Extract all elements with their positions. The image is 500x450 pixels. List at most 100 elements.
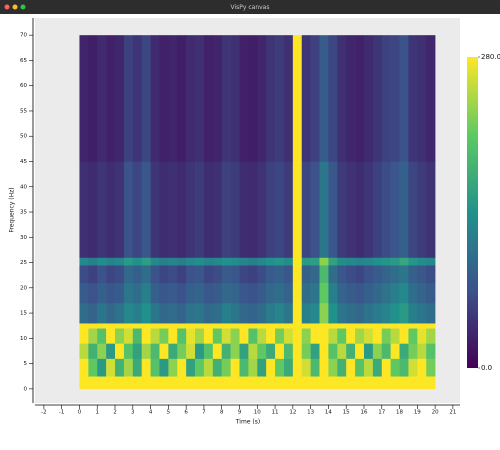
heatmap-cell [79,257,89,266]
heatmap-cell [212,376,223,390]
title-bar [0,0,500,14]
heatmap-cell [319,376,329,390]
heatmap-cell [363,257,374,266]
heatmap-cell [150,343,160,359]
heatmap-cell [97,328,107,344]
heatmap-cell [221,358,231,377]
heatmap-cell [257,323,267,329]
x-tick-label: 3 [131,410,135,416]
heatmap-cell [141,161,151,258]
heatmap-cell [328,161,338,258]
heatmap-cell [239,265,249,284]
heatmap-cell [346,35,356,162]
heatmap-cell [221,265,231,284]
heatmap-cell [230,161,240,258]
heatmap-cell [212,302,223,324]
heatmap-cell [337,161,347,258]
heatmap-cell [372,358,383,377]
heatmap-cell [301,257,311,266]
heatmap-cell [79,161,89,258]
heatmap-cell [132,358,142,377]
heatmap-cell [115,265,125,284]
heatmap-cell [355,161,365,258]
heatmap-cell [363,323,374,329]
heatmap-cell [88,35,98,162]
heatmap-cell [337,323,347,329]
heatmap-cell [115,358,125,377]
heatmap-cell [132,35,142,162]
heatmap-cell [195,343,205,359]
heatmap-cell [390,302,400,324]
heatmap-cell [399,35,409,162]
heatmap-cell [399,323,409,329]
heatmap-cell [168,35,178,162]
heatmap-cell [106,265,116,284]
heatmap-cell [212,343,223,359]
heatmap-cell [301,323,311,329]
heatmap-cell [372,282,383,304]
heatmap-cell [150,265,160,284]
heatmap-cell [141,343,151,359]
heatmap-cell [337,358,347,377]
y-tick-label: 25 [20,260,27,266]
heatmap-cell [106,302,116,324]
heatmap-cell [79,282,89,304]
y-tick-label: 0 [24,386,28,392]
heatmap-cell [88,358,98,377]
heatmap-cell [150,302,160,324]
heatmap-cell [123,376,134,390]
heatmap-cell [417,323,427,329]
heatmap-cell [363,328,374,344]
heatmap-cell [212,35,223,162]
heatmap-cell [381,265,391,284]
heatmap-cell [195,358,205,377]
heatmap-cell [346,323,356,329]
heatmap-cell [239,376,249,390]
x-tick-label: 11 [272,410,279,416]
heatmap-cell [248,161,258,258]
heatmap-cell [283,328,294,344]
heatmap-cell [283,323,294,329]
heatmap-cell [141,257,151,266]
heatmap-cell [283,358,294,377]
heatmap-cell [266,265,276,284]
heatmap-cell [186,161,196,258]
heatmap-cell [159,35,169,162]
heatmap-cell [203,376,214,390]
heatmap-cell [168,343,178,359]
heatmap-cell [123,358,134,377]
heatmap-cell [346,257,356,266]
heatmap-cell [283,161,294,258]
minimize-button[interactable] [12,4,18,10]
heatmap-cell [381,257,391,266]
close-button[interactable] [4,4,10,10]
heatmap-cell [355,328,365,344]
heatmap-cell [417,35,427,162]
heatmap-cell [168,358,178,377]
heatmap-cell [328,323,338,329]
heatmap-cell [150,376,160,390]
heatmap-cell [328,265,338,284]
heatmap-cell [115,323,125,329]
heatmap-cell [328,328,338,344]
heatmap-cell [88,328,98,344]
heatmap-cell [346,328,356,344]
heatmap-cell [79,302,89,324]
heatmap-cell [79,358,89,377]
heatmap-cell [115,161,125,258]
heatmap-cell [390,358,400,377]
heatmap-cell [203,302,214,324]
heatmap-cell [132,161,142,258]
heatmap-cell [88,257,98,266]
zoom-button[interactable] [20,4,26,10]
heatmap-cell [408,358,418,377]
x-tick-label: -2 [41,410,46,416]
heatmap-cell [417,265,427,284]
heatmap-cell [239,328,249,344]
heatmap-cell [221,257,231,266]
heatmap-cell [203,343,214,359]
heatmap-cell [390,376,400,390]
heatmap-cell [257,35,267,162]
heatmap-cell [390,328,400,344]
